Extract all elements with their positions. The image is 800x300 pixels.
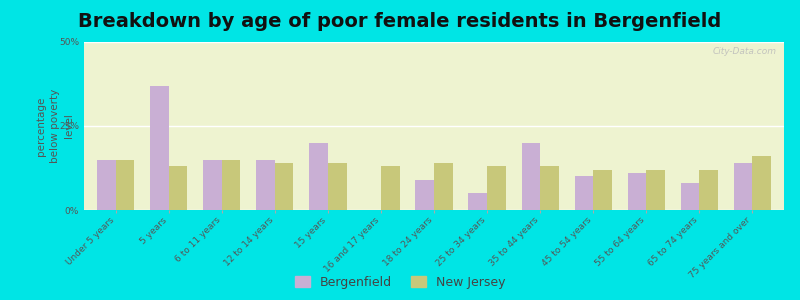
- Bar: [203, 160, 222, 210]
- Bar: [275, 163, 294, 210]
- Bar: [627, 173, 646, 210]
- Bar: [487, 166, 506, 210]
- Bar: [734, 163, 752, 210]
- Bar: [381, 166, 399, 210]
- Bar: [328, 163, 346, 210]
- Bar: [222, 160, 241, 210]
- Bar: [116, 160, 134, 210]
- Legend: Bergenfield, New Jersey: Bergenfield, New Jersey: [290, 271, 510, 294]
- Bar: [434, 163, 453, 210]
- Bar: [150, 86, 169, 210]
- Y-axis label: percentage
below poverty
level: percentage below poverty level: [36, 89, 74, 163]
- Bar: [415, 180, 434, 210]
- Bar: [593, 170, 612, 210]
- Bar: [522, 143, 540, 210]
- Bar: [646, 170, 665, 210]
- Bar: [540, 166, 558, 210]
- Text: City-Data.com: City-Data.com: [713, 47, 777, 56]
- Bar: [169, 166, 187, 210]
- Bar: [98, 160, 116, 210]
- Bar: [469, 193, 487, 210]
- Text: Breakdown by age of poor female residents in Bergenfield: Breakdown by age of poor female resident…: [78, 12, 722, 31]
- Bar: [574, 176, 593, 210]
- Bar: [310, 143, 328, 210]
- Bar: [681, 183, 699, 210]
- Bar: [699, 170, 718, 210]
- Bar: [752, 156, 770, 210]
- Bar: [256, 160, 275, 210]
